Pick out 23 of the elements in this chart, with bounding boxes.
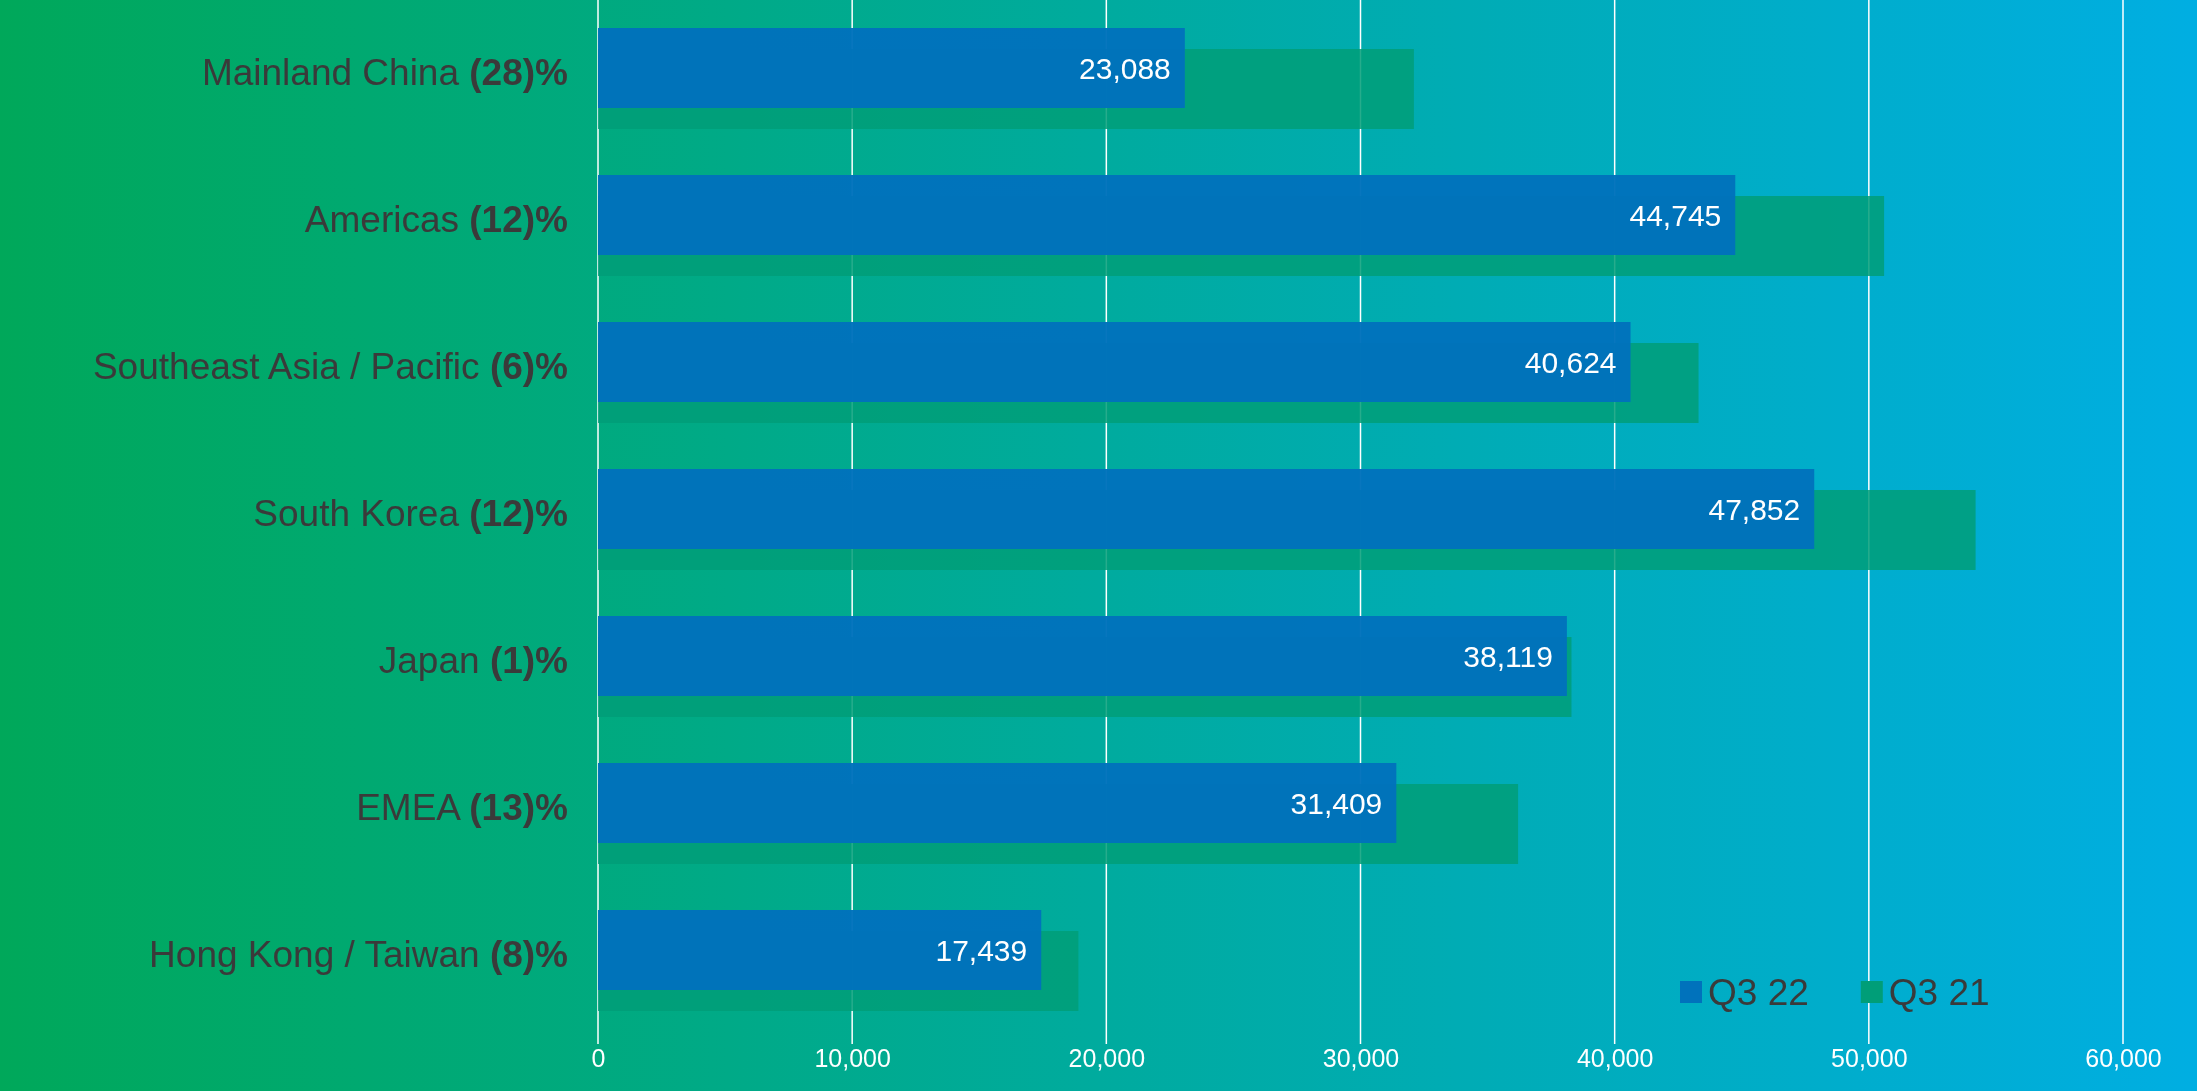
x-tick-label: 10,000 [814,1044,891,1072]
x-tick-label: 40,000 [1576,1044,1654,1072]
x-tick-label: 60,000 [2085,1044,2162,1072]
legend-label: Q3 22 [1708,971,1809,1013]
y-tick-label: Mainland China (28)% [201,51,568,93]
data-label: 40,624 [1524,345,1617,379]
legend-label: Q3 21 [1888,971,1990,1013]
data-label: 44,745 [1629,198,1722,232]
x-tick-label: 20,000 [1068,1044,1146,1072]
x-tick-label: 50,000 [1831,1044,1908,1072]
y-tick-label: Hong Kong / Taiwan (8)% [149,933,568,975]
x-tick-label: 30,000 [1322,1044,1400,1072]
y-tick-label: Japan (1)% [378,639,568,681]
x-tick-label: 0 [591,1044,606,1072]
data-label: 17,439 [935,933,1028,967]
data-label: 38,119 [1463,639,1553,673]
data-label: 31,409 [1290,786,1383,820]
y-tick-label: Americas (12)% [304,198,568,240]
data-label: 47,852 [1708,492,1801,526]
y-tick-label: EMEA (13)% [356,786,568,828]
data-label: 23,088 [1079,51,1171,85]
y-tick-label: South Korea (12)% [253,492,568,534]
y-tick-label: Southeast Asia / Pacific (6)% [92,345,568,387]
